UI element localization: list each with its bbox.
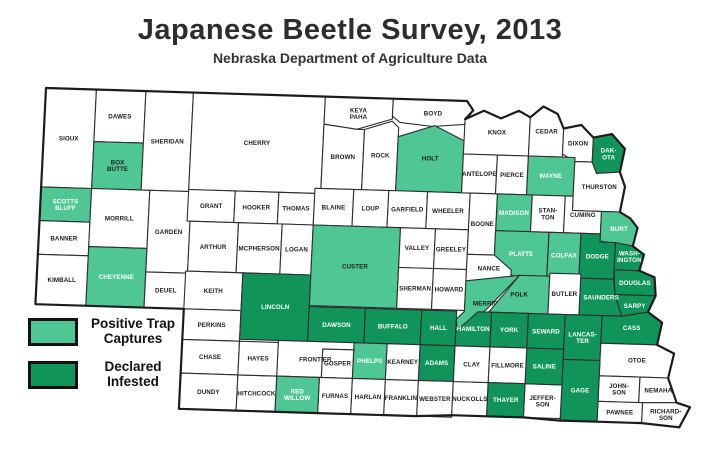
state-border (34, 86, 692, 429)
county-buffalo (363, 307, 423, 346)
county-hooker (233, 190, 280, 225)
county-brown (320, 123, 366, 191)
county-keith (183, 270, 244, 312)
county-arthur (187, 220, 240, 274)
county-webster (416, 379, 454, 418)
county-hitchcock (235, 374, 278, 413)
county-pierce (494, 154, 529, 196)
county-garfield (386, 189, 429, 230)
county-gage (559, 358, 601, 423)
county-furnas (317, 376, 353, 415)
county-wheeler (425, 191, 471, 231)
legend-row-positive: Positive Trap Captures (28, 316, 181, 347)
legend-swatch-declared-infested (28, 360, 78, 389)
county-clay (452, 345, 491, 384)
county-lancaster (562, 313, 603, 362)
county-kearney (384, 343, 421, 381)
county-howard (430, 267, 468, 311)
county-hayes (237, 340, 279, 377)
county-johnson (597, 375, 641, 404)
county-adams (417, 344, 456, 383)
legend-label-positive-trap: Positive Trap Captures (90, 316, 176, 346)
county-jefferson (522, 383, 563, 420)
county-loup (351, 188, 390, 228)
county-dundy (178, 372, 239, 412)
legend: Positive Trap Captures Declared Infested (28, 316, 181, 390)
county-dixon (561, 124, 594, 163)
county-saline (524, 347, 565, 386)
county-york (489, 311, 530, 349)
page-subtitle: Nebraska Department of Agriculture Data (212, 50, 488, 66)
county-stanton (529, 194, 566, 234)
county-thomas (276, 191, 316, 226)
county-deuel (143, 271, 189, 310)
county-perkins (181, 308, 242, 342)
county-valley (398, 227, 437, 270)
county-butler (547, 272, 582, 316)
county-dawson (306, 306, 367, 344)
county-sherman (396, 266, 435, 310)
county-sheridan (140, 90, 194, 193)
county-fillmore (487, 346, 528, 385)
county-holt (395, 125, 465, 194)
county-madison (495, 193, 533, 233)
county-phelps (351, 342, 388, 380)
county-scotts-bluff (38, 186, 93, 223)
county-boone (466, 192, 498, 256)
county-red-willow (274, 375, 320, 414)
county-nuckolls (451, 380, 489, 417)
county-blaine (312, 187, 355, 227)
county-boyd (391, 98, 474, 128)
county-cheyenne (85, 246, 148, 309)
county-chase (180, 338, 241, 376)
county-cherry (188, 92, 326, 195)
county-sioux (40, 87, 97, 190)
county-harlan (350, 377, 386, 416)
county-nemaha (638, 376, 678, 404)
county-banner (37, 220, 91, 257)
legend-label-declared-infested: Declared Infested (104, 358, 162, 389)
legend-row-infested: Declared Infested (28, 358, 181, 390)
county-custer (308, 224, 402, 309)
county-mcpherson (235, 222, 283, 275)
county-rock (361, 120, 400, 192)
county-garden (145, 189, 193, 274)
legend-swatch-positive-trap (28, 317, 78, 346)
county-burt (599, 210, 639, 247)
county-kimball (34, 253, 89, 307)
page-title: Japanese Beetle Survey, 2013 (137, 14, 563, 46)
county-antelope (460, 153, 498, 195)
county-seward (526, 312, 566, 350)
county-franklin (383, 378, 419, 417)
county-thayer (485, 382, 526, 418)
county-greeley (432, 228, 469, 271)
county-gosper (320, 348, 355, 379)
county-pawnee (596, 400, 644, 424)
county-logan (279, 223, 314, 276)
county-colfax (546, 231, 582, 279)
county-grant (186, 188, 236, 224)
county-lincoln (239, 272, 312, 342)
county-wayne (525, 155, 576, 197)
county-hall (419, 309, 458, 347)
county-douglas (613, 269, 657, 297)
county-dawes (93, 89, 147, 144)
county-box-butte (91, 141, 144, 191)
county-morrill (88, 187, 151, 249)
